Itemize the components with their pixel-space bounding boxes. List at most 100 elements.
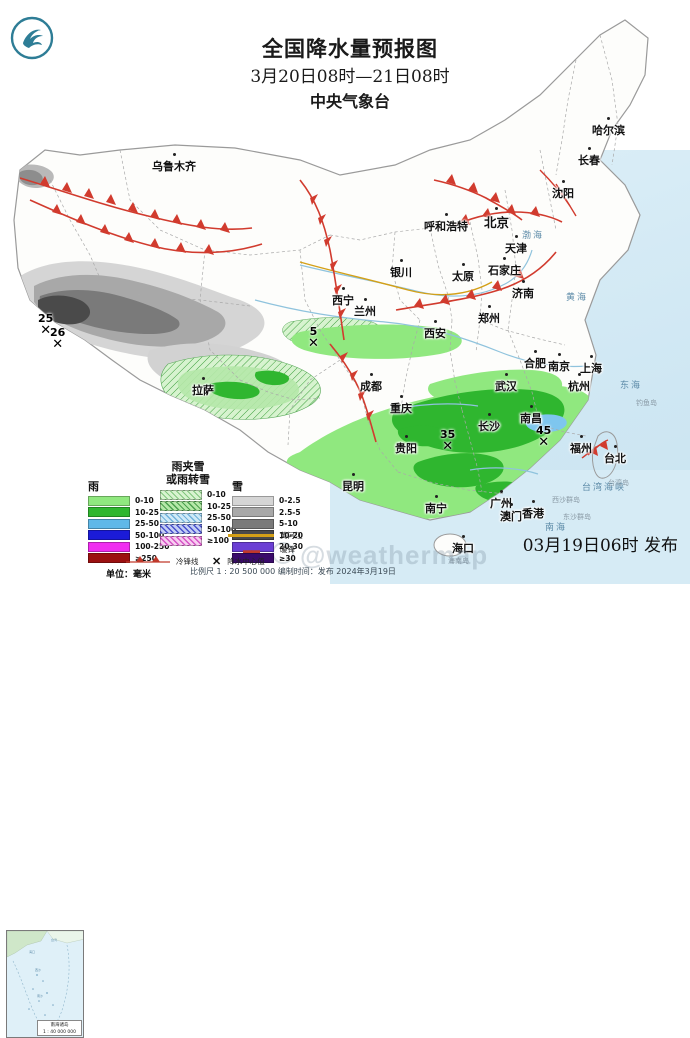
city-name: 福州 <box>570 442 592 455</box>
inset-scale-ratio: 1 : 40 000 000 <box>42 1030 76 1035</box>
city-label: 兰州 <box>354 298 376 319</box>
city-label: 香港 <box>522 500 544 521</box>
province-boundaries <box>49 34 619 495</box>
legend-snow-label: ≥30 <box>279 553 296 563</box>
legend-rain-label: 50-100 <box>135 530 165 540</box>
rain-core-hunan <box>397 425 446 447</box>
legend-symbols-column-2: 冷锋线 <box>126 554 199 568</box>
legend-cold-front-label: 冷锋线 <box>176 557 199 566</box>
legend-rain-label: ≥250 <box>135 553 157 563</box>
city-label: 北京 <box>484 207 509 231</box>
legend-sleet-row: 10-25 <box>160 501 236 513</box>
legend-rain-row: 50-100 <box>88 530 169 542</box>
city-marker-dot <box>461 535 465 538</box>
city-label: 上海 <box>580 355 602 376</box>
rain-core-tibet <box>205 381 260 400</box>
legend-snow-swatch <box>232 507 274 518</box>
legend-rain-swatch <box>88 518 130 529</box>
legend-symbols-column-3: ✕ 降水中心值 <box>212 554 265 568</box>
sea-name-label: 东海 <box>620 381 643 391</box>
city-name: 西安 <box>424 327 446 340</box>
city-marker-dot <box>487 413 491 416</box>
city-name: 台北 <box>604 452 626 465</box>
city-label: 合肥 <box>524 350 546 371</box>
city-name: 郑州 <box>478 312 500 325</box>
city-name: 哈尔滨 <box>592 124 625 137</box>
island-name-label: 钓鱼岛 <box>636 399 657 407</box>
weather-map-canvas: 全国降水量预报图 3月20日08时—21日08时 中央气象台 渤海 黄海 东海 南海台… <box>6 16 690 1038</box>
legend-rain-swatch <box>88 507 130 518</box>
scale-note: 比例尺 1 : 20 500 000 编制时间：发布 2024年3月19日 <box>190 567 396 576</box>
yellow-river <box>299 261 493 296</box>
city-name: 合肥 <box>524 357 546 370</box>
city-marker-dot <box>521 280 525 283</box>
legend-snow-swatch <box>232 518 274 529</box>
legend-symbol-river: 黄河江 <box>228 529 303 542</box>
city-label: 南京 <box>548 353 570 374</box>
sea-name-label: 台湾海峡 <box>582 483 627 493</box>
legend-snow-label: 20-30 <box>279 542 303 552</box>
legend-rain-label: 0-10 <box>135 496 154 506</box>
city-label: 贵阳 <box>395 435 417 456</box>
city-name: 贵阳 <box>395 442 417 455</box>
city-marker-dot <box>557 353 561 356</box>
legend-precip-center-label: 降水中心值 <box>227 557 265 566</box>
city-label: 重庆 <box>390 395 412 416</box>
city-marker-dot <box>607 117 610 120</box>
city-marker-dot <box>444 213 448 216</box>
city-name: 乌鲁木齐 <box>152 160 196 173</box>
legend-rain-column: 雨 0-10 10-25 25-50 50-100 100-250 ≥250 单位：毫米 <box>88 480 169 580</box>
legend-rain-row: 0-10 <box>88 495 169 507</box>
legend-sleet-header-1: 雨夹雪 <box>171 460 205 473</box>
precip-center-marker: 5 ✕ <box>308 325 319 350</box>
city-label: 郑州 <box>478 305 500 326</box>
city-name: 拉萨 <box>192 384 214 397</box>
city-name: 济南 <box>512 287 534 300</box>
city-name: 澳门 <box>500 510 522 523</box>
city-label: 杭州 <box>568 373 590 394</box>
legend-snow-header: 雪 <box>232 480 243 493</box>
city-label: 太原 <box>452 263 474 284</box>
city-label: 澳门 <box>500 503 522 524</box>
city-name: 石家庄 <box>488 264 521 277</box>
city-marker-dot <box>369 373 373 376</box>
city-name: 海口 <box>452 542 474 555</box>
island-name-label: 台湾岛 <box>608 479 629 487</box>
precip-center-value: 26 <box>50 326 66 339</box>
island-name-label: 西沙群岛 <box>552 496 580 504</box>
legend-rain-swatches: 0-10 10-25 25-50 50-100 100-250 ≥250 <box>88 495 169 564</box>
legend-river-label: 黄河江 <box>280 531 303 540</box>
city-marker-dot <box>504 373 508 376</box>
city-marker-dot <box>487 305 491 308</box>
legend-sleet-label: 0-10 <box>207 490 226 500</box>
legend-unit-note: 单位：毫米 <box>106 570 152 580</box>
legend-rain-row: 100-250 <box>88 541 169 553</box>
legend-snow-row: 20-30 <box>232 541 303 553</box>
legend-rain-header: 雨 <box>88 480 99 493</box>
inset-scale-title: 南海诸岛 <box>50 1023 69 1028</box>
precip-center-marker: 26 ✕ <box>50 326 66 352</box>
city-label: 长沙 <box>478 413 500 434</box>
precip-center-marker: 25 ✕ <box>38 312 54 337</box>
city-label: 广州 <box>490 490 512 511</box>
city-name: 兰州 <box>354 305 376 318</box>
city-label: 乌鲁木齐 <box>152 153 196 174</box>
city-marker-dot <box>529 405 533 408</box>
legend-snow-swatch <box>232 541 274 552</box>
legend-sleet-swatch <box>160 489 202 500</box>
legend-sleet-row: 25-50 <box>160 512 236 524</box>
city-name: 成都 <box>360 380 382 393</box>
legend-sleet-row: ≥100 <box>160 535 236 547</box>
inset-scale-box: 南海诸岛 1 : 40 000 000 <box>37 1020 82 1036</box>
svg-text:台湾: 台湾 <box>51 937 57 942</box>
precip-center-value: 35 <box>440 428 456 441</box>
city-name: 沈阳 <box>552 187 574 200</box>
city-label: 成都 <box>360 373 382 394</box>
precip-center-value: 25 <box>38 312 54 325</box>
legend-snow-label: 5-10 <box>279 519 298 529</box>
x-marker-icon: ✕ <box>52 337 64 352</box>
rain-core-tibet-2 <box>254 370 290 386</box>
legend-snow-swatch <box>232 553 274 564</box>
legend-rain-swatch <box>88 541 130 552</box>
legend-sleet-swatch <box>160 524 202 535</box>
